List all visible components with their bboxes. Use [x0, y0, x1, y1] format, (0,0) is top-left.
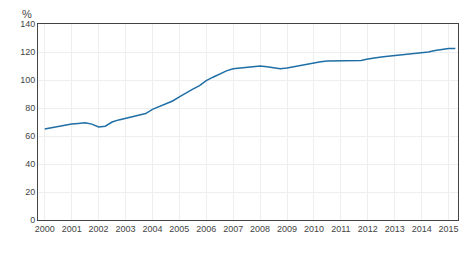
svg-text:2006: 2006 — [196, 224, 216, 234]
svg-text:2008: 2008 — [250, 224, 270, 234]
svg-text:2012: 2012 — [358, 224, 378, 234]
svg-text:80: 80 — [25, 103, 35, 113]
svg-text:2002: 2002 — [89, 224, 109, 234]
svg-text:2005: 2005 — [169, 224, 189, 234]
svg-text:60: 60 — [25, 131, 35, 141]
svg-text:40: 40 — [25, 159, 35, 169]
svg-text:2014: 2014 — [412, 224, 432, 234]
svg-text:2004: 2004 — [142, 224, 162, 234]
svg-text:2015: 2015 — [439, 224, 459, 234]
svg-text:2009: 2009 — [277, 224, 297, 234]
svg-text:2010: 2010 — [304, 224, 324, 234]
svg-text:2003: 2003 — [115, 224, 135, 234]
svg-text:100: 100 — [20, 75, 35, 85]
svg-text:20: 20 — [25, 187, 35, 197]
svg-text:%: % — [22, 8, 32, 20]
svg-text:2001: 2001 — [62, 224, 82, 234]
svg-text:2011: 2011 — [331, 224, 350, 234]
svg-text:2013: 2013 — [385, 224, 405, 234]
svg-text:2000: 2000 — [35, 224, 55, 234]
svg-text:2007: 2007 — [223, 224, 243, 234]
svg-text:120: 120 — [20, 47, 35, 57]
svg-text:140: 140 — [20, 19, 35, 29]
svg-text:0: 0 — [30, 215, 35, 225]
